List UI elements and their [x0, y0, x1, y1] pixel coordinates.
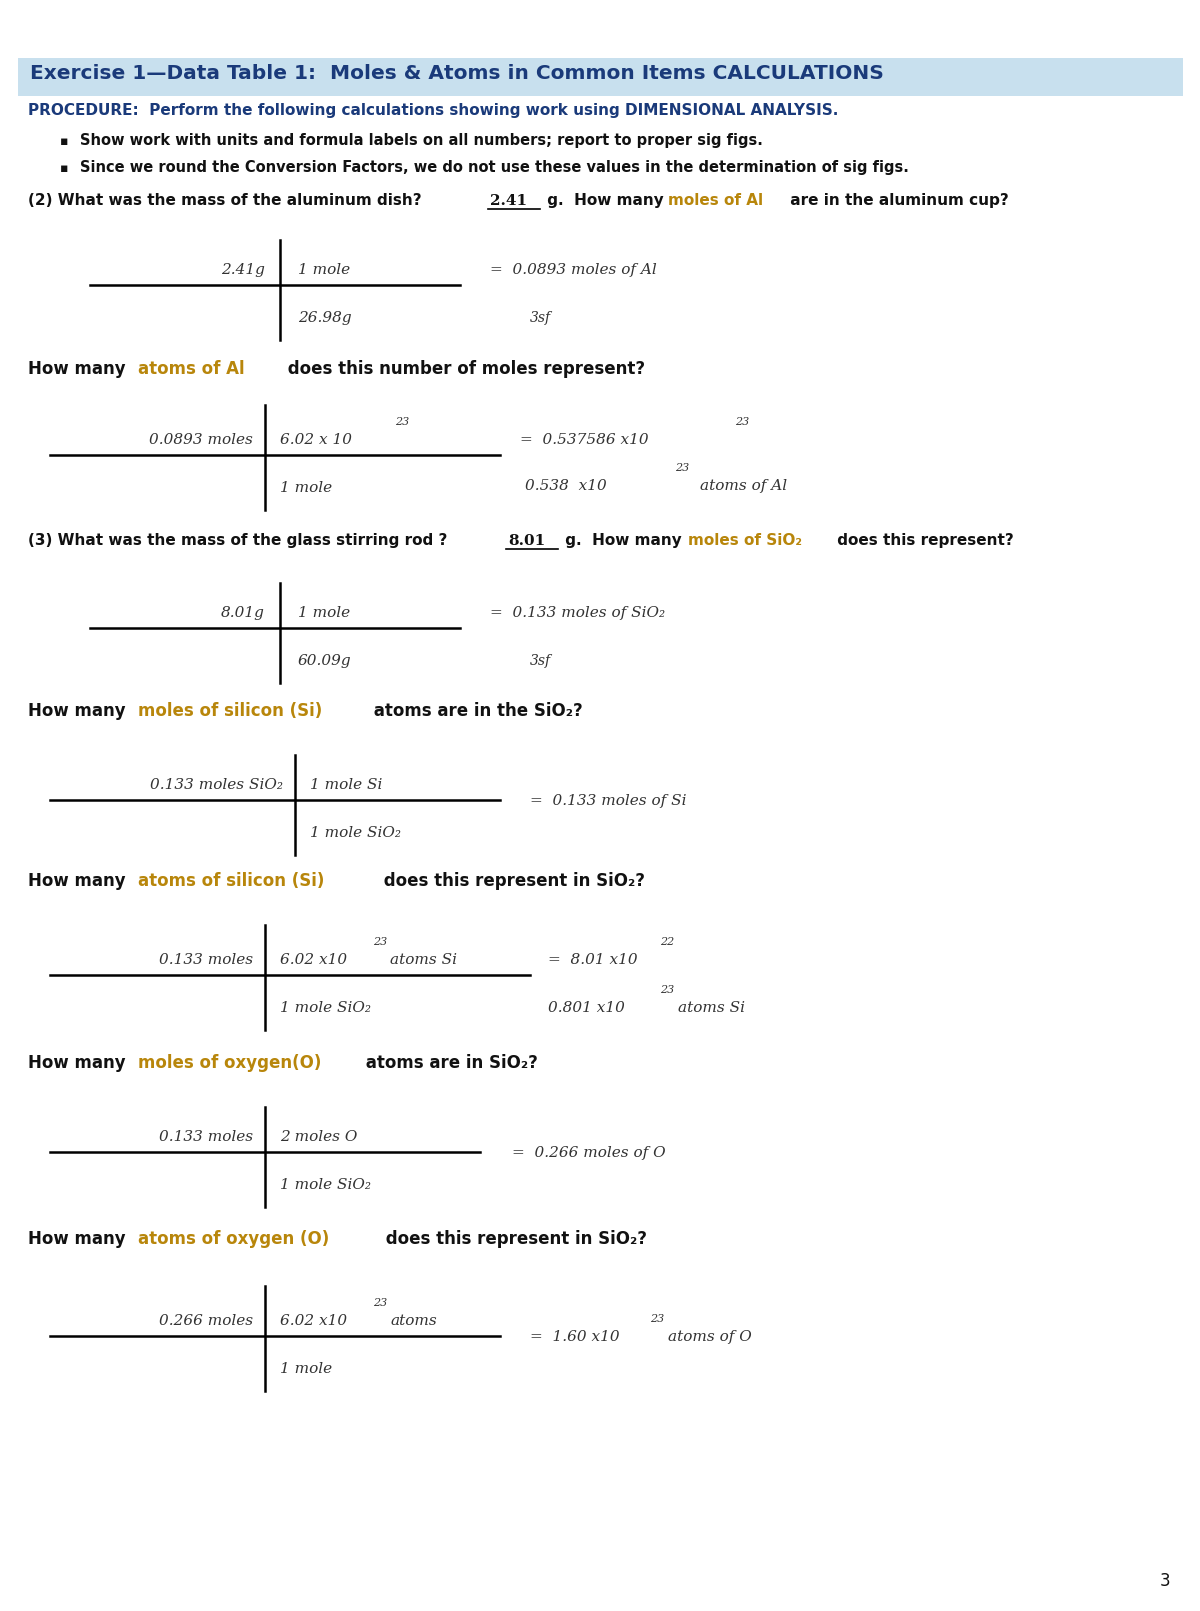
Text: 26.98g: 26.98g	[298, 311, 352, 325]
Text: does this represent in SiO₂?: does this represent in SiO₂?	[380, 1231, 647, 1249]
Text: 1 mole SiO₂: 1 mole SiO₂	[280, 1178, 371, 1192]
Text: 2 moles O: 2 moles O	[280, 1129, 358, 1144]
Text: How many: How many	[28, 1231, 131, 1249]
Text: How many: How many	[28, 1054, 131, 1071]
Text: =  1.60 x10: = 1.60 x10	[530, 1331, 619, 1344]
Text: 23: 23	[373, 1298, 388, 1308]
Text: 2.41g: 2.41g	[221, 263, 265, 277]
Bar	[18, 58, 1183, 97]
Text: 3: 3	[1159, 1572, 1170, 1590]
Text: 0.0893 moles: 0.0893 moles	[149, 433, 253, 446]
Text: ▪: ▪	[60, 135, 68, 148]
Text: 1 mole: 1 mole	[280, 1361, 332, 1376]
Text: =  8.01 x10: = 8.01 x10	[548, 954, 637, 967]
Text: moles of SiO₂: moles of SiO₂	[688, 533, 802, 548]
Text: 0.133 moles: 0.133 moles	[158, 954, 253, 967]
Text: atoms of Al: atoms of Al	[700, 478, 787, 493]
Text: atoms are in SiO₂?: atoms are in SiO₂?	[360, 1054, 538, 1071]
Text: atoms of silicon (Si): atoms of silicon (Si)	[138, 872, 324, 889]
Text: =  0.0893 moles of Al: = 0.0893 moles of Al	[490, 263, 656, 277]
Text: Since we round the Conversion Factors, we do not use these values in the determi: Since we round the Conversion Factors, w…	[80, 159, 908, 176]
Text: (3) What was the mass of the glass stirring rod ?: (3) What was the mass of the glass stirr…	[28, 533, 458, 548]
Text: 8.01: 8.01	[508, 533, 545, 548]
Text: atoms of O: atoms of O	[668, 1331, 751, 1344]
Text: Show work with units and formula labels on all numbers; report to proper sig fig: Show work with units and formula labels …	[80, 134, 763, 148]
Text: 1 mole SiO₂: 1 mole SiO₂	[310, 826, 401, 839]
Text: atoms: atoms	[390, 1315, 437, 1327]
Text: =  0.537586 x10: = 0.537586 x10	[520, 433, 649, 446]
Text: 0.538  x10: 0.538 x10	[526, 478, 607, 493]
Text: 3sf: 3sf	[530, 311, 551, 325]
Text: does this represent?: does this represent?	[832, 533, 1014, 548]
Text: 60.09g: 60.09g	[298, 654, 352, 669]
Text: atoms of oxygen (O): atoms of oxygen (O)	[138, 1231, 329, 1249]
Text: =  0.133 moles of SiO₂: = 0.133 moles of SiO₂	[490, 606, 665, 620]
Text: How many: How many	[28, 872, 131, 889]
Text: 0.133 moles SiO₂: 0.133 moles SiO₂	[150, 778, 283, 793]
Text: atoms of Al: atoms of Al	[138, 359, 245, 379]
Text: 0.266 moles: 0.266 moles	[158, 1315, 253, 1327]
Text: moles of oxygen(O): moles of oxygen(O)	[138, 1054, 322, 1071]
Text: atoms Si: atoms Si	[390, 954, 457, 967]
Text: How many: How many	[28, 359, 131, 379]
Text: 8.01g: 8.01g	[221, 606, 265, 620]
Text: 23: 23	[734, 417, 749, 427]
Text: 1 mole: 1 mole	[298, 263, 350, 277]
Text: Exercise 1—Data Table 1:  Moles & Atoms in Common Items CALCULATIONS: Exercise 1—Data Table 1: Moles & Atoms i…	[30, 64, 884, 84]
Text: How many: How many	[28, 702, 131, 720]
Text: 23: 23	[650, 1315, 665, 1324]
Text: atoms Si: atoms Si	[678, 1000, 745, 1015]
Text: 23: 23	[395, 417, 409, 427]
Text: moles of silicon (Si): moles of silicon (Si)	[138, 702, 323, 720]
Text: ▪: ▪	[60, 163, 68, 176]
Text: =  0.133 moles of Si: = 0.133 moles of Si	[530, 794, 686, 809]
Text: 23: 23	[373, 938, 388, 947]
Text: does this represent in SiO₂?: does this represent in SiO₂?	[378, 872, 646, 889]
Text: 2.41: 2.41	[490, 193, 527, 208]
Text: 22: 22	[660, 938, 674, 947]
Text: g.  How many: g. How many	[560, 533, 686, 548]
Text: 6.02 x10: 6.02 x10	[280, 1315, 347, 1327]
Text: (2) What was the mass of the aluminum dish?: (2) What was the mass of the aluminum di…	[28, 193, 432, 208]
Text: 1 mole Si: 1 mole Si	[310, 778, 383, 793]
Text: atoms are in the SiO₂?: atoms are in the SiO₂?	[368, 702, 583, 720]
Text: =  0.266 moles of O: = 0.266 moles of O	[512, 1145, 666, 1160]
Text: 6.02 x10: 6.02 x10	[280, 954, 347, 967]
Text: 23: 23	[674, 462, 689, 474]
Text: 6.02 x 10: 6.02 x 10	[280, 433, 352, 446]
Text: 0.801 x10: 0.801 x10	[548, 1000, 625, 1015]
Text: 0.133 moles: 0.133 moles	[158, 1129, 253, 1144]
Text: 1 mole SiO₂: 1 mole SiO₂	[280, 1000, 371, 1015]
Text: moles of Al: moles of Al	[668, 193, 763, 208]
Text: 1 mole: 1 mole	[298, 606, 350, 620]
Text: 3sf: 3sf	[530, 654, 551, 669]
Text: does this number of moles represent?: does this number of moles represent?	[282, 359, 646, 379]
Text: g.  How many: g. How many	[542, 193, 670, 208]
Text: 23: 23	[660, 984, 674, 996]
Text: 1 mole: 1 mole	[280, 482, 332, 495]
Text: are in the aluminum cup?: are in the aluminum cup?	[785, 193, 1009, 208]
Text: PROCEDURE:  Perform the following calculations showing work using DIMENSIONAL AN: PROCEDURE: Perform the following calcula…	[28, 103, 839, 118]
